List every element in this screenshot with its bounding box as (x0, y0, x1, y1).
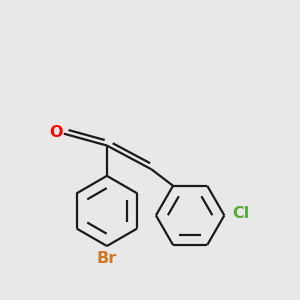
Text: Cl: Cl (232, 206, 249, 221)
Text: O: O (50, 125, 63, 140)
Text: Br: Br (97, 251, 117, 266)
